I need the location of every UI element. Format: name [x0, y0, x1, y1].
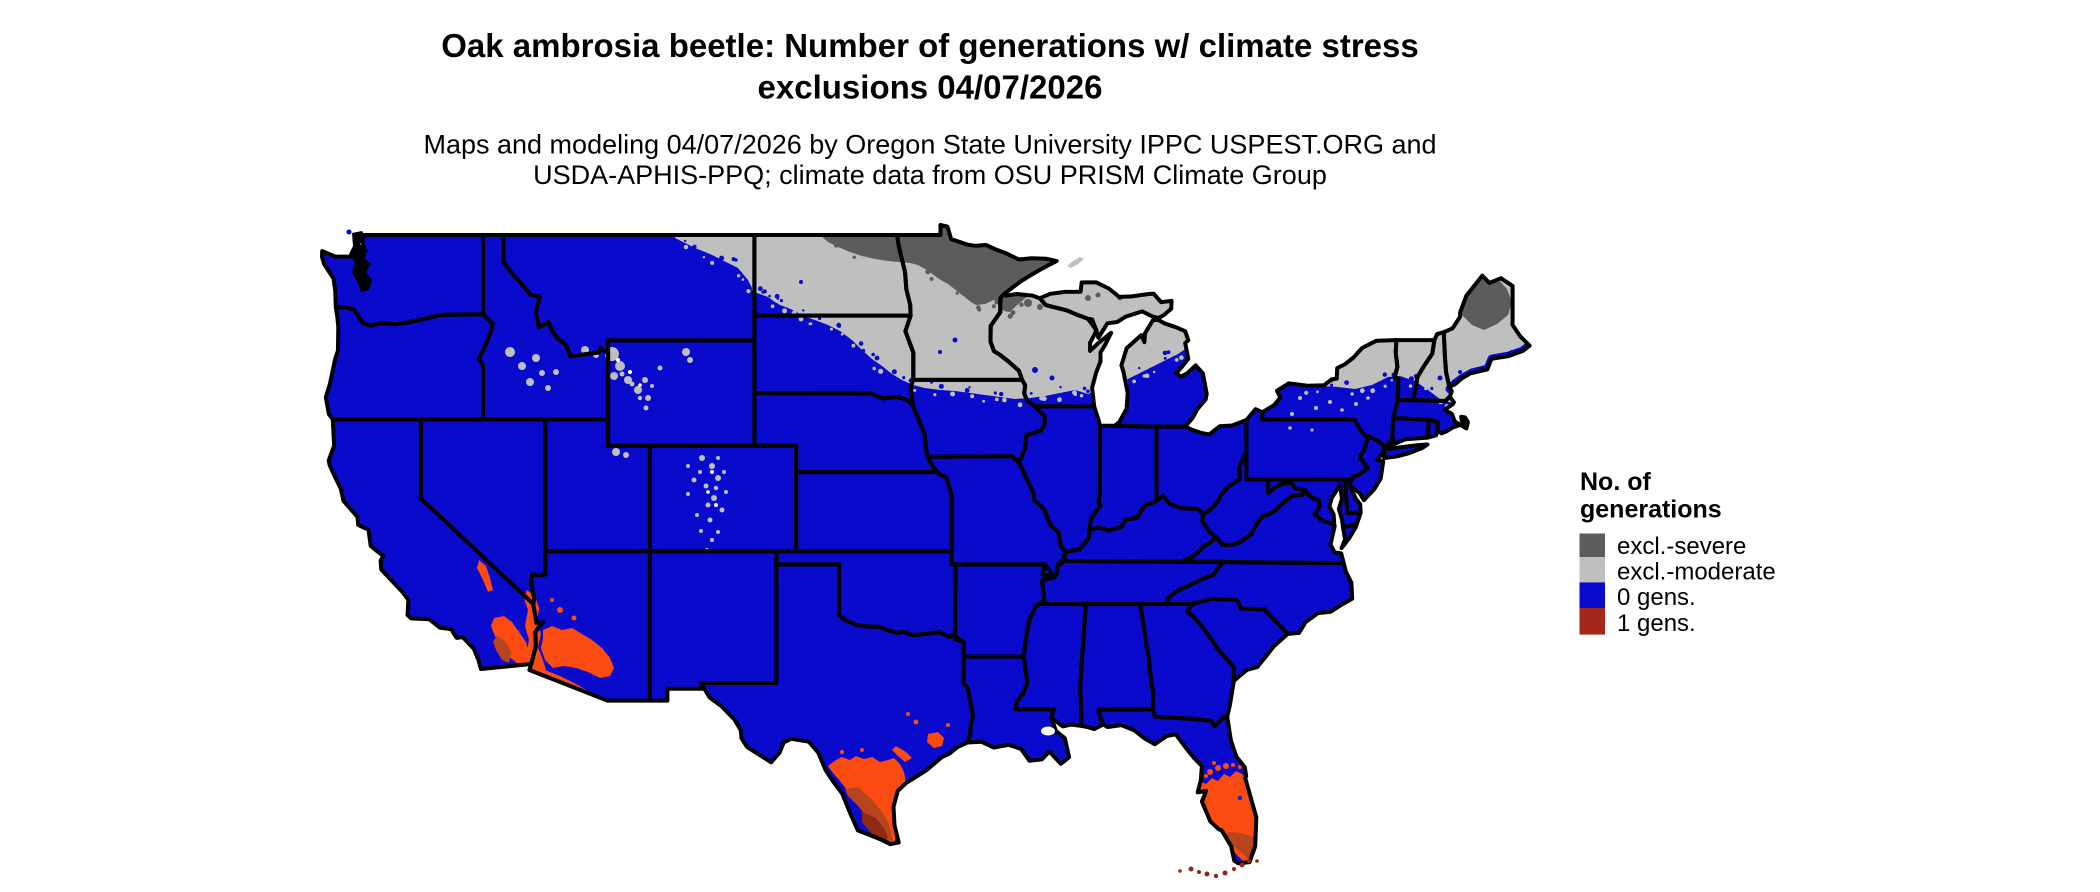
svg-text:No. of: No. of	[1580, 468, 1651, 496]
svg-text:Maps and modeling 04/07/2026 b: Maps and modeling 04/07/2026 by Oregon S…	[423, 130, 1436, 160]
svg-text:Oak ambrosia beetle: Number of: Oak ambrosia beetle: Number of generatio…	[441, 27, 1419, 64]
svg-text:generations: generations	[1580, 496, 1722, 524]
svg-text:exclusions 04/07/2026: exclusions 04/07/2026	[758, 69, 1103, 106]
svg-text:USDA-APHIS-PPQ; climate data f: USDA-APHIS-PPQ; climate data from OSU PR…	[533, 160, 1327, 190]
svg-text:excl.-severe: excl.-severe	[1617, 533, 1746, 560]
svg-text:0 gens.: 0 gens.	[1617, 584, 1696, 611]
svg-text:excl.-moderate: excl.-moderate	[1617, 559, 1776, 586]
svg-text:1 gens.: 1 gens.	[1617, 610, 1696, 637]
